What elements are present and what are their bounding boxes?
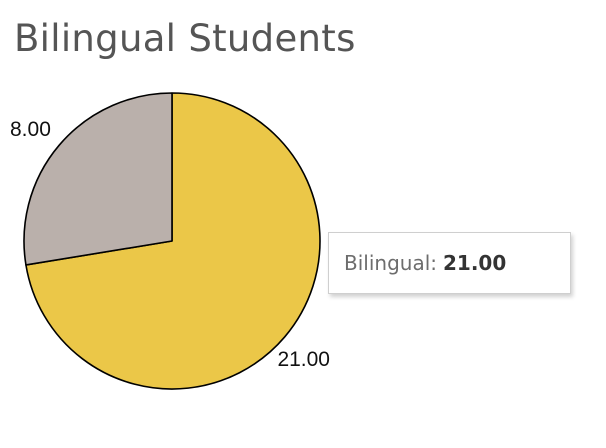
pie-slice-1[interactable] bbox=[25, 92, 321, 390]
pie-labels: 21.00 8.00 bbox=[10, 118, 330, 371]
slice-value-label-1: 21.00 bbox=[277, 348, 330, 371]
slice-value-label-2: 8.00 bbox=[10, 118, 51, 141]
tooltip-value: 21.00 bbox=[443, 251, 507, 275]
pie-slices bbox=[23, 92, 321, 390]
chart-title: Bilingual Students bbox=[14, 17, 356, 60]
tooltip: Bilingual: 21.00 bbox=[328, 232, 571, 294]
pie-slice-2[interactable] bbox=[23, 92, 173, 266]
tooltip-label: Bilingual: bbox=[344, 251, 437, 275]
